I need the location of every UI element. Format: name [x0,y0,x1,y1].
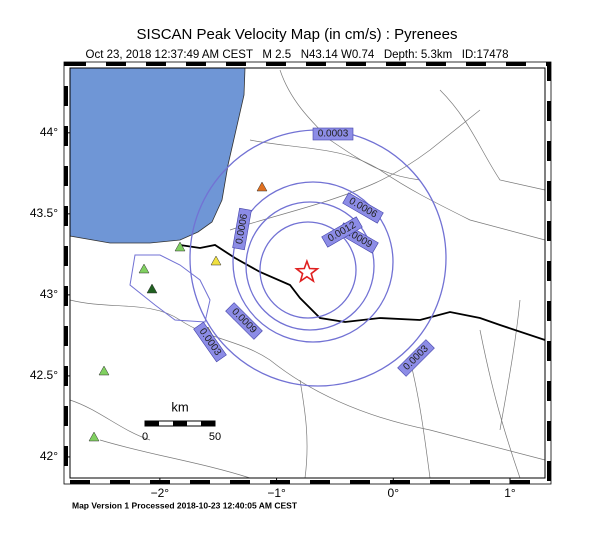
contour-label: 0.0003 [318,129,349,140]
subtitle: Oct 23, 2018 12:37:49 AM CEST M 2.5 N43.… [86,49,509,61]
scale-bar: km 0 50 [142,399,221,442]
footer: Map Version 1 Processed 2018-10-23 12:40… [72,500,298,510]
title: SISCAN Peak Velocity Map (in cm/s) : Pyr… [137,26,458,43]
frame-inner [69,67,546,479]
ocean [69,67,246,244]
lon-tick-label: 1° [504,486,516,500]
border [179,244,546,341]
contour-label: 0.0006 [234,213,250,245]
lat-tick-label: 44° [40,125,58,139]
frame-outer [64,62,551,484]
rivers [69,69,546,479]
lat-tick-label: 43.5° [30,206,58,220]
scale-label: 0 [142,431,148,443]
scale-label: 50 [209,431,221,443]
lat-tick-label: 42.5° [30,368,58,382]
epicenter [294,258,320,284]
map-area: 0.0003 0.0006 0.0009 0.0012 0.0006 0.000… [63,61,552,485]
scale-unit: km [171,399,188,414]
lat-tick-label: 42° [40,449,58,463]
region-outline [129,254,211,323]
lon-tick-label: −2° [151,486,170,500]
lon-tick-label: 0° [388,486,400,500]
frame-edge [63,61,552,485]
lon-tick-label: −1° [267,486,286,500]
lat-tick-label: 43° [40,287,58,301]
